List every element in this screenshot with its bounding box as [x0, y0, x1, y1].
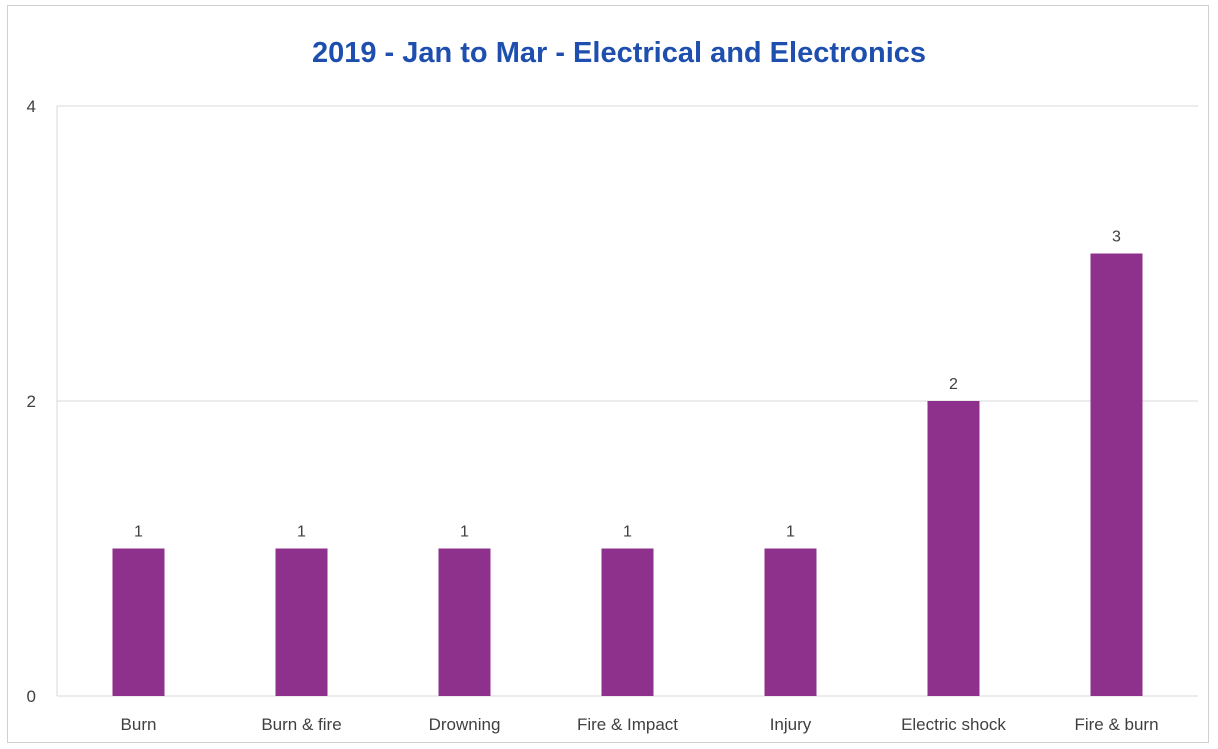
chart-title: 2019 - Jan to Mar - Electrical and Elect… [312, 37, 926, 69]
x-tick-label: Injury [770, 715, 812, 734]
y-tick-label: 0 [27, 687, 36, 706]
x-tick-label: Fire & burn [1074, 715, 1158, 734]
data-label: 1 [623, 524, 632, 541]
x-tick-label: Electric shock [901, 715, 1006, 734]
x-tick-label: Fire & Impact [577, 715, 678, 734]
data-label: 1 [297, 524, 306, 541]
x-tick-label: Burn & fire [261, 715, 341, 734]
data-labels: 1 1 1 1 1 2 3 [134, 229, 1121, 541]
data-label: 1 [460, 524, 469, 541]
bars [112, 253, 1143, 696]
axes: 0 2 4 Burn Burn & fire Drowning Fire & Impact I… [27, 97, 1159, 734]
data-label: 1 [786, 524, 795, 541]
data-label: 2 [949, 376, 958, 393]
bar [1090, 253, 1143, 696]
data-label: 3 [1112, 229, 1121, 246]
x-tick-label: Drowning [429, 715, 501, 734]
data-label: 1 [134, 524, 143, 541]
bar [438, 548, 491, 696]
bar [601, 548, 654, 696]
y-tick-label: 4 [27, 97, 36, 116]
bar [275, 548, 328, 696]
x-tick-label: Burn [121, 715, 157, 734]
bar [927, 401, 980, 696]
bar [112, 548, 165, 696]
y-tick-label: 2 [27, 392, 36, 411]
bar [764, 548, 817, 696]
